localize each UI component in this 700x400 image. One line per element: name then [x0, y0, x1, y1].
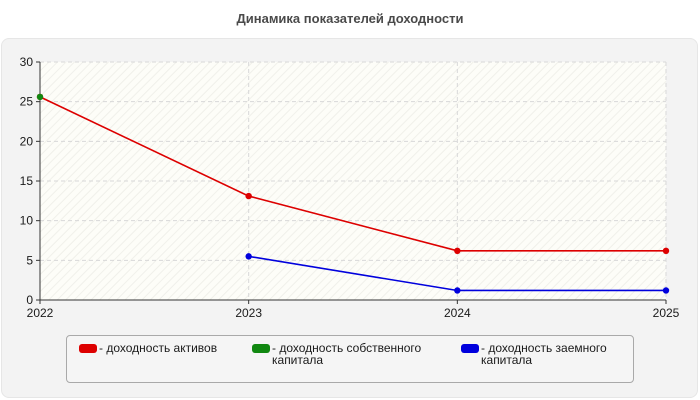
x-tick-label: 2022 — [27, 306, 54, 320]
data-point-0 — [662, 247, 670, 255]
legend-label-debt: - доходность заемного капитала — [481, 341, 607, 367]
y-tick-label: 15 — [20, 174, 34, 188]
data-point-1 — [36, 93, 44, 101]
legend-swatch-assets — [79, 344, 97, 353]
data-point-0 — [454, 247, 461, 255]
legend: - доходность активов - доходность собств… — [66, 335, 634, 383]
legend-label-assets: - доходность активов — [99, 341, 218, 355]
data-point-2 — [454, 287, 461, 294]
x-tick-label: 2024 — [444, 306, 471, 320]
y-tick-label: 0 — [26, 293, 33, 307]
x-tick-label: 2025 — [653, 306, 680, 320]
legend-label-equity: - доходность собственного капитала — [272, 341, 422, 367]
legend-swatch-debt — [461, 344, 479, 353]
y-tick-label: 10 — [20, 214, 34, 228]
y-tick-label: 30 — [20, 55, 34, 69]
legend-swatch-equity — [252, 344, 270, 353]
chart-title: Динамика показателей доходности — [236, 11, 464, 26]
y-tick-label: 20 — [20, 134, 34, 148]
data-point-0 — [245, 192, 252, 200]
data-point-2 — [245, 253, 252, 260]
x-tick-label: 2023 — [235, 306, 262, 320]
y-tick-label: 25 — [20, 95, 34, 109]
data-point-2 — [662, 287, 670, 294]
series-line-0 — [39, 96, 666, 252]
y-tick-label: 5 — [26, 253, 33, 267]
